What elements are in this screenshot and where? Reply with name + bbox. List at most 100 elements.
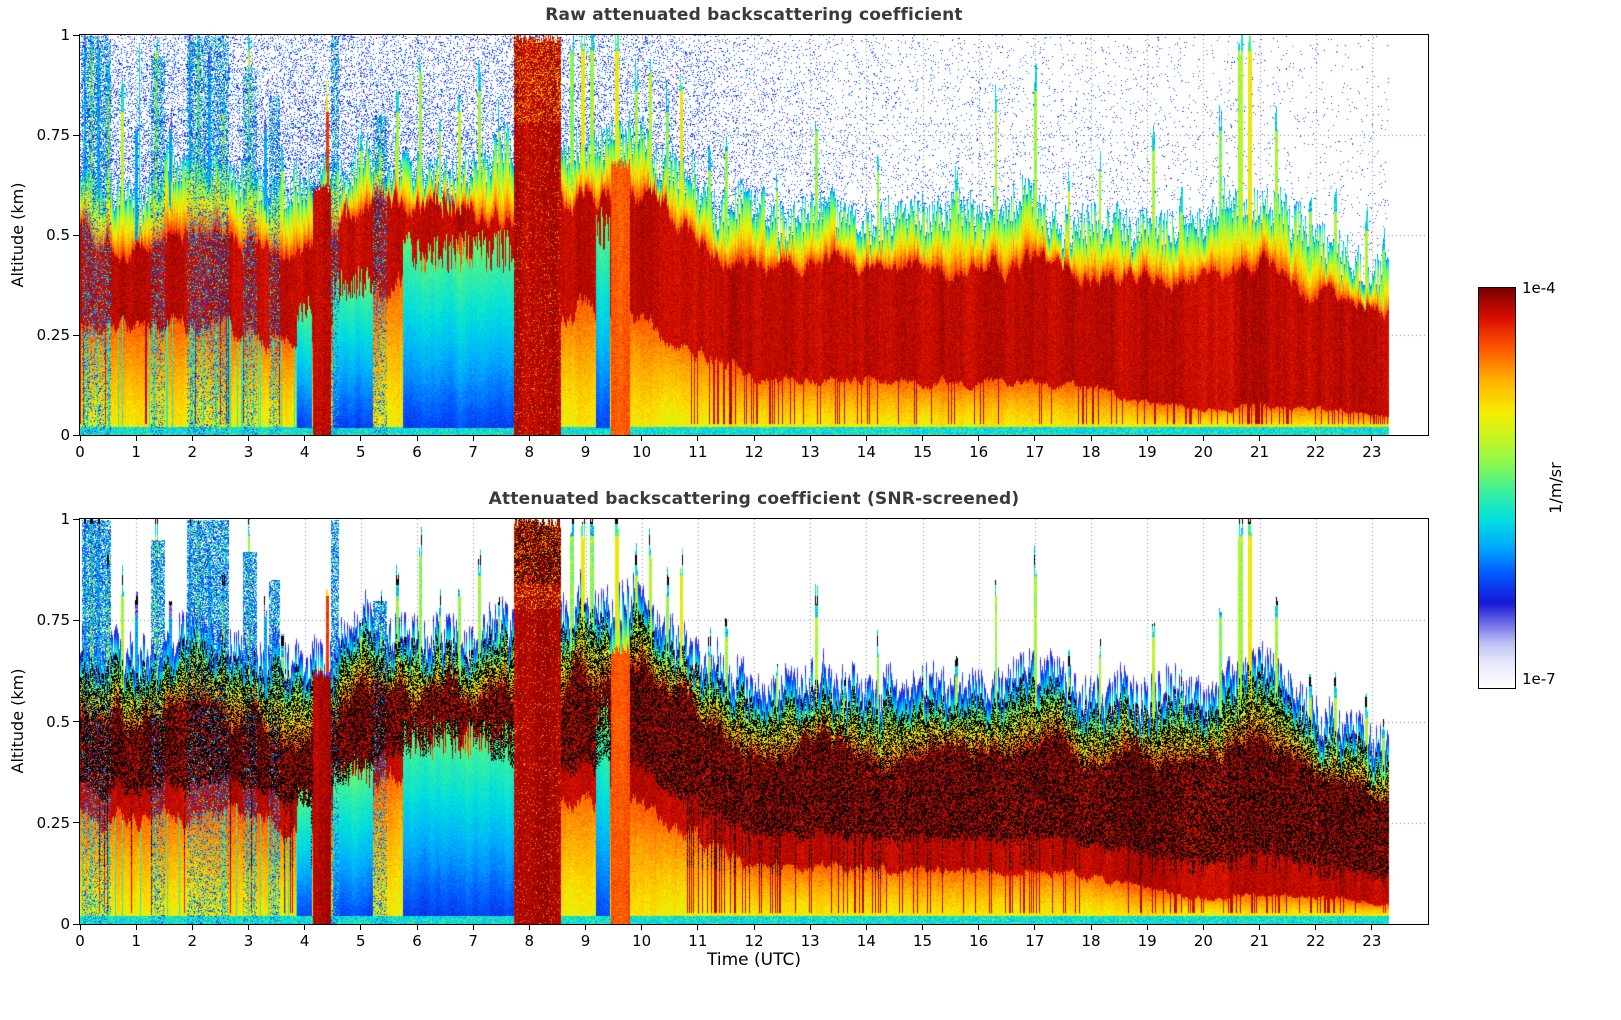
x-tick-label: 22: [1306, 443, 1326, 461]
x-tick: [360, 925, 362, 930]
x-tick: [809, 925, 811, 930]
raw-backscatter-plot: [79, 34, 1429, 436]
colorbar-min-tick-label: 1e-7: [1522, 670, 1556, 688]
x-tick-label: 0: [75, 443, 85, 461]
x-tick-label: 18: [1081, 443, 1101, 461]
x-tick-label: 6: [412, 443, 422, 461]
x-tick: [528, 436, 530, 441]
x-tick: [697, 436, 699, 441]
x-tick-label: 3: [243, 443, 254, 461]
x-tick: [191, 436, 193, 441]
x-tick-label: 1: [131, 932, 141, 950]
colorbar-units-label: 1/m/sr: [1546, 462, 1565, 514]
y-tick-label: 0.5: [46, 226, 70, 244]
x-tick-label: 16: [969, 443, 989, 461]
x-tick-label: 6: [412, 932, 422, 950]
x-tick-label: 7: [468, 932, 478, 950]
x-tick: [1090, 925, 1092, 930]
x-tick: [1034, 436, 1036, 441]
x-tick-label: 13: [800, 932, 820, 950]
x-tick-label: 15: [912, 932, 933, 950]
raw-backscatter-heatmap-canvas: [80, 35, 1428, 435]
x-tick-label: 8: [524, 932, 535, 950]
x-tick: [79, 925, 81, 930]
x-tick: [472, 925, 474, 930]
x-tick: [135, 925, 137, 930]
x-tick: [585, 436, 586, 441]
x-tick-label: 13: [800, 443, 820, 461]
y-tick: [73, 619, 79, 621]
y-tick-label: 0: [60, 426, 70, 444]
y-tick-label: 1: [60, 510, 70, 528]
x-tick-label: 16: [969, 932, 989, 950]
x-tick-label: 4: [299, 443, 310, 461]
x-tick: [1034, 925, 1036, 930]
x-tick: [1259, 925, 1260, 930]
x-tick-label: 0: [75, 932, 85, 950]
x-tick-label: 19: [1137, 932, 1157, 950]
x-tick-label: 20: [1193, 443, 1213, 461]
y-tick: [73, 334, 79, 336]
x-tick: [641, 925, 643, 930]
y-tick-label: 0.25: [36, 813, 70, 832]
x-tick-label: 11: [688, 932, 708, 950]
y-tick: [73, 34, 79, 36]
x-tick: [472, 436, 474, 441]
y-tick: [73, 518, 79, 520]
x-tick-label: 7: [468, 443, 478, 461]
x-tick-label: 12: [744, 443, 764, 461]
x-tick-label: 20: [1193, 932, 1213, 950]
x-tick: [416, 925, 418, 930]
y-tick-label: 0.25: [36, 326, 70, 344]
x-tick: [191, 925, 193, 930]
bottom-plot-title: Attenuated backscattering coefficient (S…: [488, 489, 1020, 509]
x-tick-label: 9: [580, 443, 591, 461]
x-tick-label: 19: [1137, 443, 1157, 461]
x-tick: [528, 925, 530, 930]
x-tick: [753, 436, 755, 441]
x-tick-label: 1: [131, 443, 141, 461]
x-tick: [1315, 436, 1317, 441]
x-tick-label: 17: [1025, 932, 1045, 950]
colorbar: [1478, 287, 1516, 689]
x-tick: [79, 436, 81, 441]
x-tick: [809, 436, 811, 441]
x-tick: [304, 925, 306, 930]
x-tick-label: 5: [356, 443, 366, 461]
y-tick-label: 0.5: [46, 712, 70, 731]
y-tick: [73, 234, 79, 236]
x-tick: [416, 436, 418, 441]
x-tick: [585, 925, 586, 930]
colorbar-gradient-canvas: [1479, 288, 1515, 688]
x-tick: [1090, 436, 1092, 441]
y-tick-label: 0.75: [36, 611, 70, 630]
x-tick-label: 5: [356, 932, 366, 950]
x-tick-label: 10: [632, 443, 652, 461]
x-tick-label: 8: [524, 443, 535, 461]
screened-backscatter-heatmap-canvas: [80, 519, 1428, 924]
x-tick-label: 9: [580, 932, 591, 950]
y-tick: [73, 134, 79, 136]
x-tick: [135, 436, 137, 441]
x-tick-label: 23: [1362, 443, 1382, 461]
top-plot-title: Raw attenuated backscattering coefficien…: [545, 5, 963, 25]
x-tick: [1371, 925, 1373, 930]
x-tick-label: 14: [856, 932, 876, 950]
x-tick-label: 11: [688, 443, 708, 461]
x-tick-label: 10: [632, 932, 652, 950]
x-tick: [865, 925, 867, 930]
x-tick: [978, 925, 980, 930]
x-tick: [697, 925, 699, 930]
x-tick: [753, 925, 755, 930]
x-tick-label: 15: [912, 443, 933, 461]
x-tick: [248, 925, 249, 930]
y-tick-label: 0.75: [36, 126, 70, 144]
x-axis-label: Time (UTC): [707, 950, 801, 970]
colorbar-max-tick-label: 1e-4: [1522, 279, 1556, 297]
x-tick: [1315, 925, 1317, 930]
x-tick: [865, 436, 867, 441]
x-tick: [1202, 925, 1204, 930]
bottom-y-axis-label: Altitude (km): [8, 668, 27, 774]
x-tick: [304, 436, 306, 441]
